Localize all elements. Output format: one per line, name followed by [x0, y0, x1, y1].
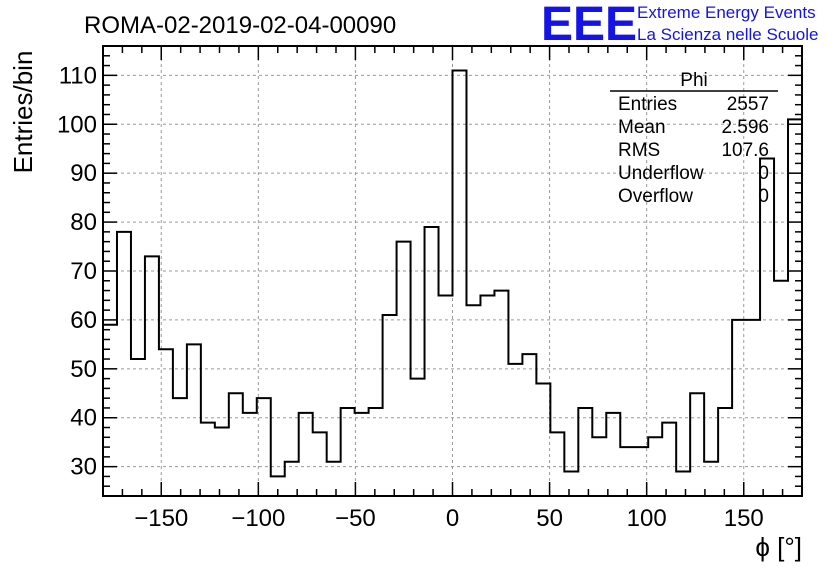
logo-line-2: La Scienza nelle Scuole: [637, 25, 818, 44]
y-tick-label: 80: [70, 209, 97, 236]
logo-line-1: Extreme Energy Events: [637, 3, 816, 22]
y-tick-label: 50: [70, 356, 97, 383]
stats-box-name: Phi: [680, 70, 707, 91]
y-tick-label: 100: [57, 111, 97, 138]
stats-row-value: 2.596: [721, 117, 769, 138]
y-tick-label: 70: [70, 258, 97, 285]
y-tick-label: 40: [70, 405, 97, 432]
x-tick-labels: −150 −100 −50 0 50 100 150: [134, 505, 764, 532]
stats-row-label: Entries: [618, 94, 677, 115]
x-tick-label: 100: [627, 505, 667, 532]
y-tick-label: 90: [70, 160, 97, 187]
y-tick-labels: 30 40 50 60 70 80 90 100 110: [57, 62, 97, 480]
x-tick-label: −50: [335, 505, 376, 532]
y-tick-label: 60: [70, 307, 97, 334]
stats-row-label: RMS: [618, 140, 660, 161]
stats-box: Phi Entries 2557 Mean 2.596 RMS 107.6 Un…: [610, 70, 778, 207]
x-tick-label: 150: [724, 505, 764, 532]
stats-row-value: 0: [758, 186, 769, 207]
stats-row-value: 107.6: [721, 140, 769, 161]
eee-logo: EEE Extreme Energy Events La Scienza nel…: [541, 0, 818, 51]
plot-title: ROMA-02-2019-02-04-00090: [84, 12, 396, 39]
y-axis-title: Entries/bin: [8, 51, 38, 174]
y-tick-label: 110: [59, 62, 97, 89]
x-axis-title: ϕ [°]: [755, 532, 802, 562]
x-tick-label: −100: [231, 505, 285, 532]
stats-row-value: 0: [758, 163, 769, 184]
x-tick-label: 0: [446, 505, 459, 532]
axis-ticks: [102, 46, 803, 496]
stats-row-label: Underflow: [618, 163, 704, 184]
x-tick-label: −150: [134, 505, 188, 532]
histogram-step-line: [102, 69, 803, 496]
y-tick-label: 30: [70, 454, 97, 481]
logo-letters: EEE: [541, 0, 637, 51]
stats-row-value: 2557: [727, 94, 769, 115]
stats-row-label: Overflow: [618, 186, 693, 207]
x-tick-label: 50: [536, 505, 563, 532]
stats-row-label: Mean: [618, 117, 666, 138]
